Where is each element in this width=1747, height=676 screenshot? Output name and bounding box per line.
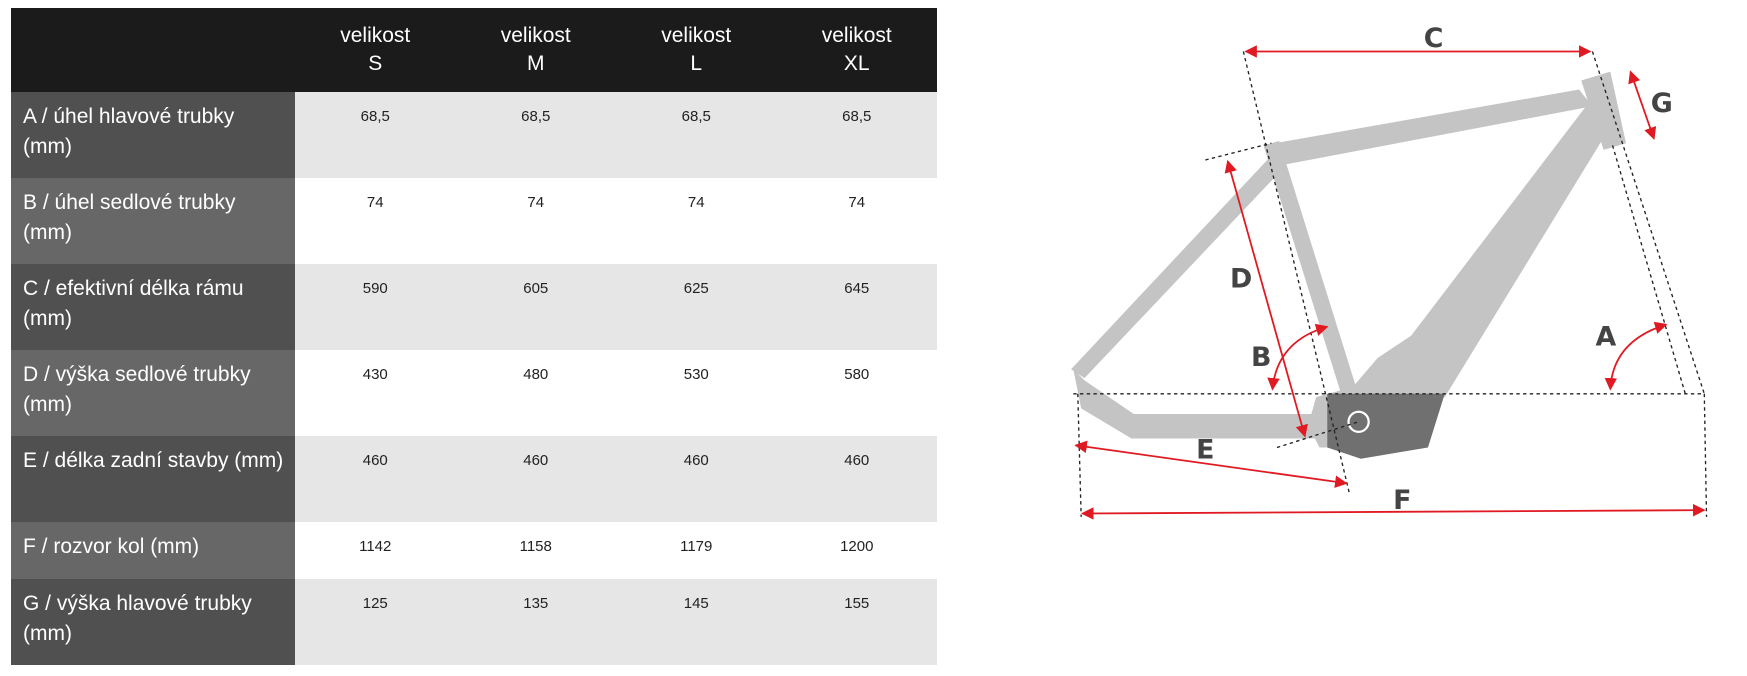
header-size: L (690, 52, 703, 75)
header-size: XL (843, 52, 870, 75)
header-size-xl: velikost XL (776, 8, 937, 92)
top-tube (1274, 89, 1593, 166)
row-label: B / úhel sedlové trubky (mm) (11, 178, 295, 264)
cell-value: 1142 (295, 522, 456, 579)
cell-value: 530 (616, 350, 777, 436)
arrow-b (1267, 323, 1329, 391)
row-label: D / výška sedlové trubky (mm) (11, 350, 295, 436)
header-text: velikost (821, 24, 892, 47)
table-row: B / úhel sedlové trubky (mm) 74 74 74 74 (11, 178, 937, 264)
motor (1327, 393, 1445, 459)
seat-tube (1263, 140, 1358, 397)
cell-value: 68,5 (295, 92, 456, 178)
header-text: velikost (340, 24, 411, 47)
arrow-g (1628, 70, 1657, 140)
table-row: A / úhel hlavové trubky (mm) 68,5 68,5 68,5… (11, 92, 937, 178)
cell-value: 74 (295, 178, 456, 264)
cell-value: 68,5 (776, 92, 937, 178)
label-e: E (1196, 435, 1214, 466)
row-label: A / úhel hlavové trubky (mm) (11, 92, 295, 178)
header-row: velikost S velikost M velikost L velikost XL (11, 8, 937, 92)
cell-value: 460 (455, 436, 616, 522)
cell-value: 645 (776, 264, 937, 350)
cell-value: 155 (776, 579, 937, 665)
header-size-s: velikost S (295, 8, 456, 92)
header-text: velikost (500, 24, 571, 47)
arrow-e (1074, 440, 1348, 488)
cell-value: 74 (776, 178, 937, 264)
cell-value: 74 (616, 178, 777, 264)
cell-value: 430 (295, 350, 456, 436)
header-blank (11, 8, 295, 92)
row-label: F / rozvor kol (mm) (11, 522, 295, 579)
label-c: C (1424, 23, 1444, 54)
cell-value: 580 (776, 350, 937, 436)
header-text: velikost (661, 24, 732, 47)
table-row: D / výška sedlové trubky (mm) 430 480 530 58… (11, 350, 937, 436)
table-row: E / délka zadní stavby (mm) 460 460 460 460 (11, 436, 937, 522)
header-size: M (527, 52, 545, 75)
cell-value: 1200 (776, 522, 937, 579)
cell-value: 74 (455, 178, 616, 264)
header-size-m: velikost M (455, 8, 616, 92)
cell-value: 68,5 (616, 92, 777, 178)
header-size-l: velikost L (616, 8, 777, 92)
cell-value: 135 (455, 579, 616, 665)
cell-value: 460 (616, 436, 777, 522)
table-row: F / rozvor kol (mm) 1142 1158 1179 1200 (11, 522, 937, 579)
cell-value: 590 (295, 264, 456, 350)
row-label: C / efektivní délka rámu (mm) (11, 264, 295, 350)
head-tube (1581, 71, 1626, 150)
cell-value: 145 (616, 579, 777, 665)
cell-value: 460 (295, 436, 456, 522)
frame-geometry-diagram: C G D B A E F (1071, 23, 1708, 520)
row-label: E / délka zadní stavby (mm) (11, 436, 295, 522)
dimension-arrows (1074, 45, 1706, 520)
cell-value: 625 (616, 264, 777, 350)
cell-value: 460 (776, 436, 937, 522)
cell-value: 1179 (616, 522, 777, 579)
cell-value: 125 (295, 579, 456, 665)
label-d: D (1230, 264, 1252, 295)
chain-stay (1073, 369, 1320, 439)
dimension-guides (1073, 51, 1708, 517)
cell-value: 480 (455, 350, 616, 436)
cell-value: 68,5 (455, 92, 616, 178)
table-row: G / výška hlavové trubky (mm) 125 135 145 15… (11, 579, 937, 665)
cell-value: 1158 (455, 522, 616, 579)
bottom-bracket-icon (1347, 410, 1370, 433)
arrow-a (1604, 321, 1668, 391)
row-label: G / výška hlavové trubky (mm) (11, 579, 295, 665)
header-size: S (368, 52, 383, 75)
label-a: A (1595, 322, 1616, 353)
down-tube (1344, 100, 1613, 398)
label-g: G (1651, 88, 1673, 119)
label-f: F (1393, 485, 1411, 516)
arrow-f (1081, 503, 1706, 520)
geometry-table: velikost S velikost M velikost L velikost XL… (11, 8, 937, 665)
table-row: C / efektivní délka rámu (mm) 590 605 625 64… (11, 264, 937, 350)
cell-value: 605 (455, 264, 616, 350)
label-b: B (1251, 342, 1271, 373)
bike-frame (1071, 71, 1626, 459)
